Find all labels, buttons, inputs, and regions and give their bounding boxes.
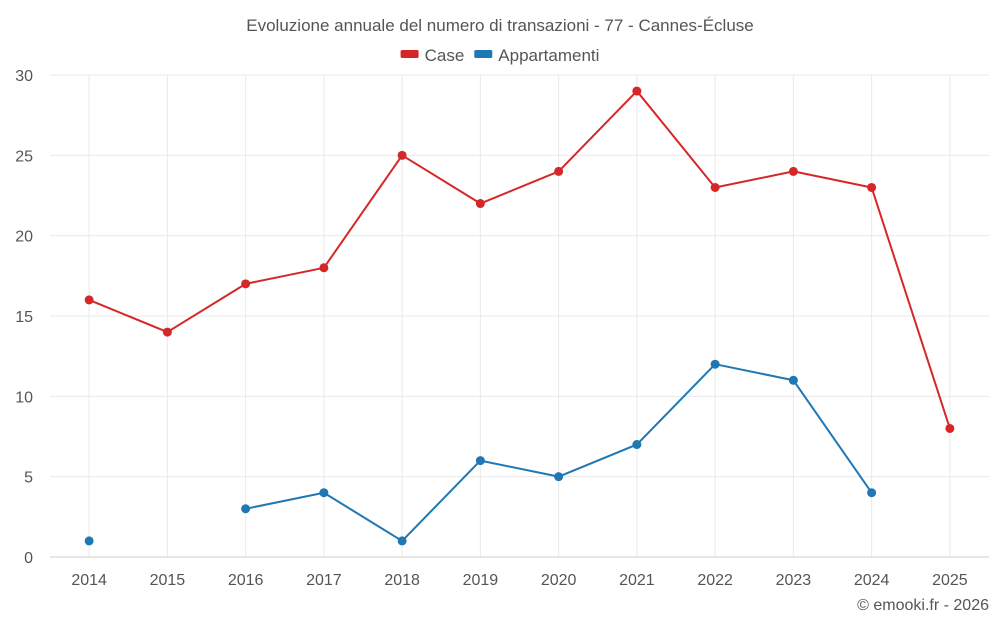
data-point[interactable] <box>241 279 251 289</box>
legend-label: Case <box>425 46 465 65</box>
data-point[interactable] <box>397 150 407 160</box>
data-point[interactable] <box>554 472 564 482</box>
y-tick-label: 20 <box>15 229 33 246</box>
x-tick-label: 2019 <box>463 572 499 589</box>
legend-swatch <box>400 50 419 58</box>
legend: Case Appartamenti <box>400 46 599 65</box>
series-appartamenti <box>84 359 877 546</box>
data-point[interactable] <box>241 504 251 514</box>
x-tick-label: 2014 <box>71 572 107 589</box>
y-tick-label: 0 <box>24 550 33 567</box>
x-tick-label: 2025 <box>932 572 968 589</box>
data-point[interactable] <box>945 423 955 433</box>
x-tick-label: 2022 <box>697 572 733 589</box>
y-tick-label: 30 <box>15 68 33 85</box>
data-point[interactable] <box>710 182 720 192</box>
x-tick-label: 2017 <box>306 572 342 589</box>
data-point[interactable] <box>554 166 564 176</box>
grid <box>50 74 989 557</box>
series-case <box>84 86 955 433</box>
x-tick-label: 2018 <box>384 572 420 589</box>
data-point[interactable] <box>632 440 642 450</box>
legend-item-case[interactable]: Case <box>400 46 465 65</box>
data-point[interactable] <box>788 375 798 385</box>
chart-title: Evoluzione annuale del numero di transaz… <box>246 16 753 35</box>
series-line <box>88 90 951 429</box>
x-tick-label: 2023 <box>776 572 812 589</box>
data-point[interactable] <box>475 199 485 209</box>
legend-swatch <box>474 50 493 58</box>
x-tick-label: 2024 <box>854 572 890 589</box>
data-point[interactable] <box>632 86 642 96</box>
data-point[interactable] <box>162 327 172 337</box>
y-tick-label: 15 <box>15 309 33 326</box>
legend-label: Appartamenti <box>498 46 599 65</box>
x-tick-label: 2021 <box>619 572 655 589</box>
data-point[interactable] <box>710 359 720 369</box>
data-point[interactable] <box>867 488 877 498</box>
data-point[interactable] <box>867 182 877 192</box>
data-point[interactable] <box>84 295 94 305</box>
series-layer <box>84 86 955 546</box>
y-tick-label: 5 <box>24 470 33 487</box>
y-tick-label: 10 <box>15 389 33 406</box>
data-point[interactable] <box>788 166 798 176</box>
credit-text: © emooki.fr - 2026 <box>857 597 989 614</box>
x-tick-label: 2016 <box>228 572 264 589</box>
y-tick-label: 25 <box>15 148 33 165</box>
data-point[interactable] <box>319 488 329 498</box>
x-tick-label: 2015 <box>150 572 186 589</box>
legend-item-appartamenti[interactable]: Appartamenti <box>474 46 599 65</box>
data-point[interactable] <box>475 456 485 466</box>
data-point[interactable] <box>84 536 94 546</box>
data-point[interactable] <box>319 263 329 273</box>
data-point[interactable] <box>397 536 407 546</box>
x-tick-label: 2020 <box>541 572 577 589</box>
